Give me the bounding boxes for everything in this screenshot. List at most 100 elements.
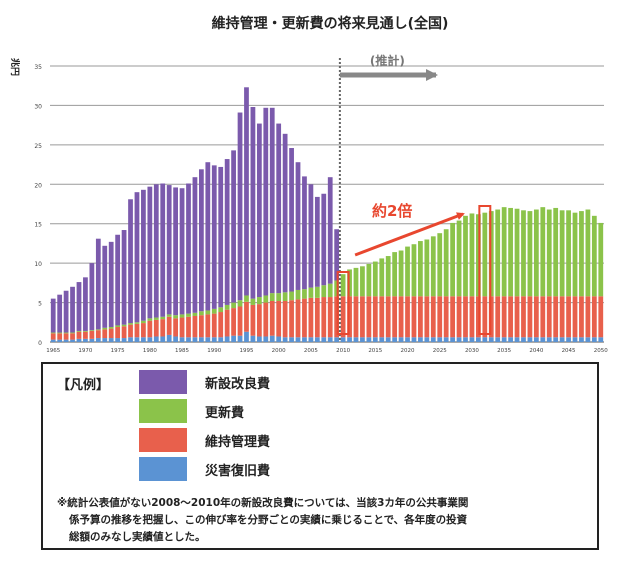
bar-renewal xyxy=(527,211,533,297)
bar-maintenance xyxy=(353,296,359,338)
bar-disaster-recovery xyxy=(591,337,597,342)
bar-renewal xyxy=(250,298,256,305)
bar-disaster-recovery xyxy=(250,335,256,342)
bar-renewal xyxy=(392,252,398,297)
bar-disaster-recovery xyxy=(521,337,526,342)
bar-maintenance xyxy=(579,296,584,338)
bar-new-construction xyxy=(237,112,243,301)
x-tick-label: 2005 xyxy=(304,348,318,354)
bar-renewal xyxy=(263,295,269,303)
legend-note: ※統計公表値がない2008〜2010年の新設改良費については、当該3カ年の公共事… xyxy=(57,495,592,546)
x-tick-label: 2030 xyxy=(465,348,479,354)
bar-maintenance xyxy=(379,296,385,338)
bar-maintenance xyxy=(244,301,249,332)
bar-maintenance xyxy=(405,296,410,338)
bar-disaster-recovery xyxy=(160,336,166,342)
y-tick-label: 0 xyxy=(38,340,42,347)
bar-renewal xyxy=(57,332,63,334)
bar-renewal xyxy=(153,317,159,320)
bar-maintenance xyxy=(95,330,101,339)
bar-disaster-recovery xyxy=(102,338,108,342)
bar-renewal xyxy=(546,209,552,297)
bar-disaster-recovery xyxy=(579,337,584,342)
bar-disaster-recovery xyxy=(302,337,307,342)
bar-renewal xyxy=(533,209,539,297)
bar-renewal xyxy=(450,222,455,297)
bar-new-construction xyxy=(63,290,69,333)
bar-renewal xyxy=(95,329,101,331)
bar-renewal xyxy=(372,261,378,297)
bar-maintenance xyxy=(76,331,82,339)
bar-disaster-recovery xyxy=(263,336,269,342)
bar-new-construction xyxy=(205,162,211,311)
bar-renewal xyxy=(585,209,591,297)
bar-maintenance xyxy=(134,323,140,338)
bar-renewal xyxy=(134,322,140,324)
bar-renewal xyxy=(418,241,423,297)
bar-maintenance xyxy=(108,328,114,339)
bar-renewal xyxy=(340,274,346,297)
bar-maintenance xyxy=(173,318,178,337)
bar-disaster-recovery xyxy=(392,337,398,342)
bar-maintenance xyxy=(63,333,69,340)
bar-maintenance xyxy=(463,296,468,338)
bar-disaster-recovery xyxy=(269,335,275,342)
bar-renewal xyxy=(76,330,82,332)
bar-new-construction xyxy=(250,107,256,299)
bar-disaster-recovery xyxy=(211,337,217,342)
legend-item-maintenance: 維持管理費 xyxy=(139,428,270,452)
bar-disaster-recovery xyxy=(134,337,140,342)
x-tick-label: 1975 xyxy=(111,348,125,354)
bar-disaster-recovery xyxy=(147,337,153,342)
bar-disaster-recovery xyxy=(244,331,249,342)
bar-maintenance xyxy=(269,300,275,336)
chart-title: 維持管理・更新費の将来見通し(全国) xyxy=(212,15,449,32)
bar-new-construction xyxy=(334,229,340,281)
bar-renewal xyxy=(482,212,488,297)
bar-maintenance xyxy=(501,296,507,338)
bar-renewal xyxy=(443,229,449,297)
bar-maintenance xyxy=(205,314,211,338)
bar-disaster-recovery xyxy=(566,337,571,342)
bar-renewal xyxy=(211,308,217,314)
y-tick-label: 15 xyxy=(34,222,42,229)
bar-renewal xyxy=(295,289,301,300)
bar-disaster-recovery xyxy=(437,337,443,342)
bar-renewal xyxy=(205,310,211,315)
bar-new-construction xyxy=(244,87,249,296)
bar-renewal xyxy=(566,210,571,297)
bar-disaster-recovery xyxy=(405,337,410,342)
x-axis-ticks: 1965 1970 1975 1980 1985 1990 1995 2000 2005 2010… xyxy=(46,348,608,354)
bar-renewal xyxy=(353,267,359,297)
bar-disaster-recovery xyxy=(334,337,340,342)
bar-maintenance xyxy=(443,296,449,338)
bar-renewal xyxy=(463,215,468,297)
x-tick-label: 2040 xyxy=(529,348,543,354)
bar-renewal xyxy=(173,315,178,319)
bar-maintenance xyxy=(585,296,591,338)
bar-new-construction xyxy=(269,107,275,294)
bar-disaster-recovery xyxy=(166,334,172,342)
bar-disaster-recovery xyxy=(256,336,262,342)
bar-disaster-recovery xyxy=(553,337,559,342)
bar-maintenance xyxy=(495,296,501,338)
bar-disaster-recovery xyxy=(398,337,404,342)
bar-disaster-recovery xyxy=(598,337,604,342)
bar-maintenance xyxy=(166,316,172,335)
bar-disaster-recovery xyxy=(218,337,224,342)
bar-maintenance xyxy=(456,296,462,338)
bar-disaster-recovery xyxy=(153,336,159,342)
y-tick-label: 30 xyxy=(34,103,42,110)
bar-renewal xyxy=(559,210,565,297)
highlight-box xyxy=(336,271,350,335)
bar-maintenance xyxy=(186,316,191,338)
bar-renewal xyxy=(553,207,559,297)
legend-swatch-new-construction xyxy=(139,370,187,394)
legend-label-new-construction: 新設改良費 xyxy=(205,376,271,392)
bar-maintenance xyxy=(50,333,56,340)
bar-renewal xyxy=(308,287,314,298)
bar-renewal xyxy=(366,263,372,297)
bar-new-construction xyxy=(282,133,288,293)
bar-maintenance xyxy=(276,300,282,337)
